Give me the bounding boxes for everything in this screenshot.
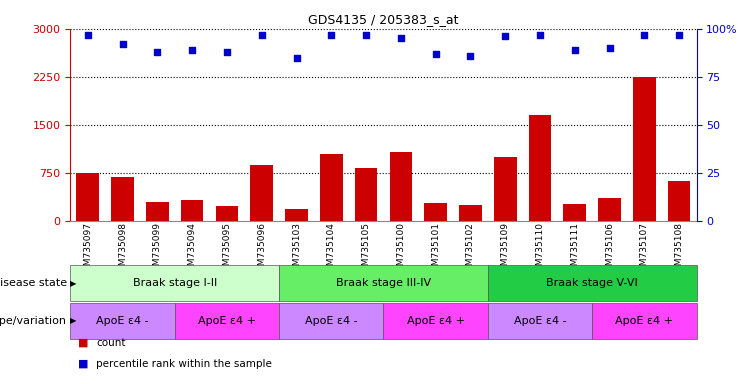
Text: ApoE ε4 +: ApoE ε4 + — [407, 316, 465, 326]
Point — [604, 45, 616, 51]
Text: ▶: ▶ — [70, 279, 76, 288]
Point — [82, 31, 93, 38]
Bar — [390, 152, 412, 221]
Point — [256, 31, 268, 38]
Text: disease state: disease state — [0, 278, 67, 288]
Bar — [425, 203, 447, 221]
Text: Braak stage V-VI: Braak stage V-VI — [546, 278, 638, 288]
Text: Braak stage I-II: Braak stage I-II — [133, 278, 217, 288]
Bar — [668, 181, 691, 221]
Text: genotype/variation: genotype/variation — [0, 316, 67, 326]
Point — [325, 31, 337, 38]
Bar — [181, 200, 204, 221]
Bar — [494, 157, 516, 221]
Bar — [355, 168, 377, 221]
Point — [151, 49, 163, 55]
Text: ■: ■ — [78, 359, 88, 369]
Point — [639, 31, 651, 38]
Title: GDS4135 / 205383_s_at: GDS4135 / 205383_s_at — [308, 13, 459, 26]
Point — [395, 35, 407, 41]
Bar — [320, 154, 342, 221]
Text: ApoE ε4 -: ApoE ε4 - — [514, 316, 566, 326]
Bar — [76, 173, 99, 221]
Bar — [598, 199, 621, 221]
Bar — [216, 206, 239, 221]
Bar — [285, 209, 308, 221]
Bar — [633, 77, 656, 221]
Text: Braak stage III-IV: Braak stage III-IV — [336, 278, 431, 288]
Point — [534, 31, 546, 38]
Point — [430, 51, 442, 57]
Bar — [459, 205, 482, 221]
Text: ■: ■ — [78, 338, 88, 348]
Point — [290, 55, 302, 61]
Point — [674, 31, 685, 38]
Bar — [250, 165, 273, 221]
Text: ▶: ▶ — [70, 316, 76, 325]
Point — [360, 31, 372, 38]
Text: ApoE ε4 -: ApoE ε4 - — [96, 316, 149, 326]
Bar — [563, 204, 586, 221]
Point — [221, 49, 233, 55]
Point — [569, 47, 581, 53]
Bar — [146, 202, 169, 221]
Point — [186, 47, 198, 53]
Text: percentile rank within the sample: percentile rank within the sample — [96, 359, 272, 369]
Bar — [111, 177, 134, 221]
Point — [499, 33, 511, 40]
Text: ApoE ε4 -: ApoE ε4 - — [305, 316, 358, 326]
Point — [465, 53, 476, 59]
Text: ApoE ε4 +: ApoE ε4 + — [615, 316, 674, 326]
Point — [116, 41, 128, 47]
Bar — [528, 115, 551, 221]
Text: ApoE ε4 +: ApoE ε4 + — [198, 316, 256, 326]
Text: count: count — [96, 338, 126, 348]
